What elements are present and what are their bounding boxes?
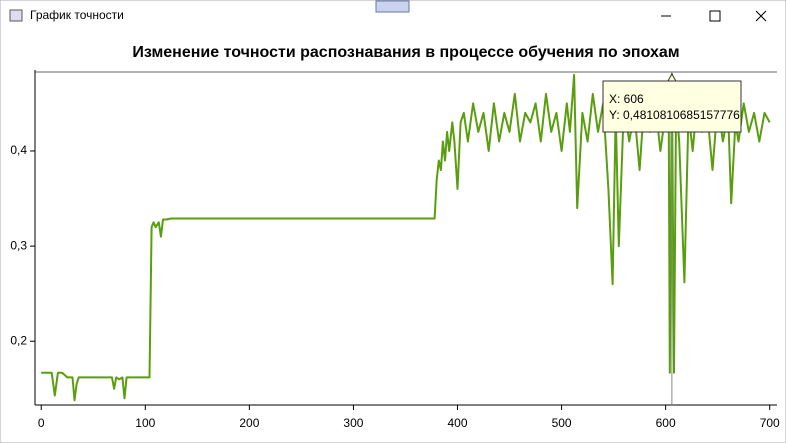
tooltip-text: X: 606 bbox=[609, 92, 644, 106]
tooltip bbox=[602, 80, 742, 133]
x-tick-label: 400 bbox=[447, 416, 467, 430]
data-line bbox=[41, 72, 771, 402]
x-tick-label: 0 bbox=[38, 416, 45, 430]
y-tick-label: 0,3 bbox=[10, 238, 27, 252]
x-tick-label: 100 bbox=[135, 416, 155, 430]
y-tick-label: 0,4 bbox=[10, 143, 27, 157]
x-tick-label: 200 bbox=[239, 416, 259, 430]
window-title: График точности bbox=[30, 8, 124, 22]
y-tick-label: 0,2 bbox=[10, 333, 27, 347]
x-tick-label: 300 bbox=[343, 416, 363, 430]
x-tick-label: 700 bbox=[760, 416, 780, 430]
close-button[interactable] bbox=[755, 10, 767, 22]
app-icon bbox=[9, 9, 23, 22]
tooltip-text: Y: 0,4810810685157776 bbox=[609, 108, 740, 122]
x-tick-label: 500 bbox=[552, 416, 572, 430]
tooltip-pointer bbox=[667, 72, 677, 82]
drag-handle[interactable] bbox=[375, 0, 410, 13]
chart-title: Изменение точности распознавания в проце… bbox=[132, 44, 679, 61]
maximize-button[interactable] bbox=[709, 10, 721, 22]
x-tick-label: 600 bbox=[656, 416, 676, 430]
